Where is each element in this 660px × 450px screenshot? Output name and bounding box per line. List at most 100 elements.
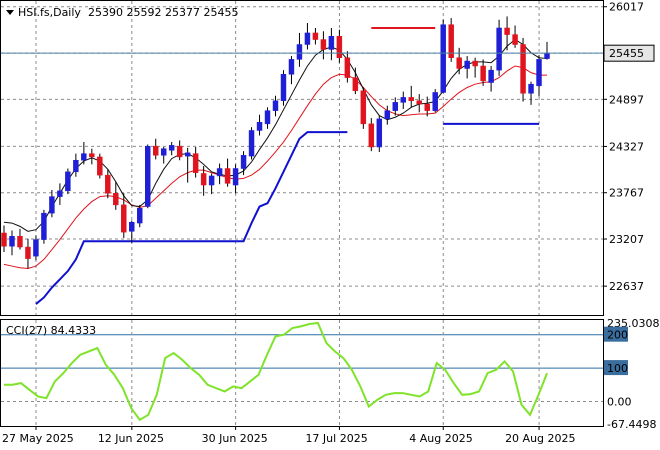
candle-body[interactable] bbox=[176, 145, 183, 158]
candle-body[interactable] bbox=[105, 174, 111, 194]
candle-body[interactable] bbox=[65, 171, 71, 192]
candle-body[interactable] bbox=[544, 52, 550, 59]
candle-body[interactable] bbox=[1, 232, 7, 247]
candle[interactable] bbox=[384, 105, 391, 125]
candle-body[interactable] bbox=[360, 90, 367, 125]
candle-body[interactable] bbox=[113, 193, 119, 206]
candle[interactable] bbox=[160, 147, 167, 164]
candle-body[interactable] bbox=[416, 100, 422, 105]
candle[interactable] bbox=[256, 114, 263, 136]
candle-body[interactable] bbox=[464, 60, 470, 69]
candle[interactable] bbox=[73, 153, 79, 177]
candle-body[interactable] bbox=[145, 145, 151, 207]
candle-body[interactable] bbox=[472, 60, 478, 67]
candle[interactable] bbox=[105, 169, 111, 199]
candle-body[interactable] bbox=[17, 236, 23, 248]
candle-body[interactable] bbox=[97, 156, 103, 176]
candle[interactable] bbox=[320, 31, 327, 60]
candle-body[interactable] bbox=[320, 39, 327, 50]
candle[interactable] bbox=[512, 25, 518, 48]
candle-body[interactable] bbox=[280, 74, 287, 101]
candle-body[interactable] bbox=[25, 246, 31, 259]
candle[interactable] bbox=[216, 163, 223, 185]
candle[interactable] bbox=[17, 228, 23, 250]
candle-body[interactable] bbox=[496, 27, 502, 71]
candle-body[interactable] bbox=[264, 110, 271, 125]
candle[interactable] bbox=[25, 238, 31, 269]
candle[interactable] bbox=[336, 29, 343, 63]
candle-body[interactable] bbox=[384, 110, 391, 120]
candle-body[interactable] bbox=[456, 57, 462, 69]
candle[interactable] bbox=[416, 94, 422, 113]
candle[interactable] bbox=[57, 183, 63, 205]
candle[interactable] bbox=[113, 181, 119, 210]
candle[interactable] bbox=[400, 91, 406, 109]
candle[interactable] bbox=[232, 164, 239, 194]
candle[interactable] bbox=[33, 235, 39, 261]
candle-body[interactable] bbox=[232, 168, 239, 186]
candle-body[interactable] bbox=[121, 204, 127, 233]
candles[interactable] bbox=[1, 16, 550, 269]
candle-body[interactable] bbox=[129, 221, 135, 232]
candle[interactable] bbox=[121, 193, 127, 238]
candle-body[interactable] bbox=[304, 32, 311, 45]
chevron-down-icon[interactable] bbox=[6, 10, 14, 15]
candle-body[interactable] bbox=[288, 59, 295, 75]
candle-body[interactable] bbox=[312, 32, 319, 40]
candle-body[interactable] bbox=[33, 239, 39, 257]
candle-body[interactable] bbox=[224, 168, 231, 184]
candle-body[interactable] bbox=[448, 24, 454, 58]
candle[interactable] bbox=[296, 32, 303, 67]
candle-body[interactable] bbox=[160, 148, 167, 156]
candle[interactable] bbox=[145, 144, 151, 209]
candle-body[interactable] bbox=[137, 207, 143, 224]
candle[interactable] bbox=[344, 51, 351, 83]
candle-body[interactable] bbox=[73, 159, 79, 173]
candle-body[interactable] bbox=[512, 34, 518, 45]
candle-body[interactable] bbox=[520, 44, 526, 94]
candle-body[interactable] bbox=[168, 145, 175, 151]
candle[interactable] bbox=[456, 47, 462, 75]
candle-body[interactable] bbox=[392, 102, 399, 111]
candle[interactable] bbox=[280, 70, 287, 106]
candle[interactable] bbox=[168, 142, 175, 156]
candle[interactable] bbox=[312, 27, 319, 45]
candle-body[interactable] bbox=[240, 155, 247, 169]
candle[interactable] bbox=[200, 166, 207, 196]
candle[interactable] bbox=[184, 147, 191, 183]
candle[interactable] bbox=[328, 27, 335, 61]
candle-body[interactable] bbox=[328, 35, 335, 50]
candle[interactable] bbox=[272, 95, 279, 117]
candle-body[interactable] bbox=[57, 190, 63, 197]
candle-body[interactable] bbox=[376, 118, 383, 148]
candle-body[interactable] bbox=[536, 59, 542, 87]
candle[interactable] bbox=[536, 55, 542, 97]
candle-body[interactable] bbox=[400, 97, 406, 103]
candle-body[interactable] bbox=[504, 27, 510, 35]
candle[interactable] bbox=[1, 225, 7, 252]
candle-body[interactable] bbox=[352, 77, 359, 92]
candle[interactable] bbox=[528, 81, 534, 105]
candle[interactable] bbox=[424, 96, 430, 117]
candle[interactable] bbox=[448, 18, 454, 62]
candle-body[interactable] bbox=[296, 44, 303, 60]
candle[interactable] bbox=[81, 142, 87, 165]
candle-body[interactable] bbox=[184, 152, 191, 157]
candle[interactable] bbox=[464, 56, 470, 79]
candle[interactable] bbox=[97, 153, 103, 179]
candle[interactable] bbox=[440, 19, 446, 94]
candle[interactable] bbox=[520, 37, 526, 102]
candle-body[interactable] bbox=[480, 65, 486, 82]
candle[interactable] bbox=[496, 19, 502, 76]
candle[interactable] bbox=[504, 16, 510, 51]
candle-body[interactable] bbox=[432, 92, 438, 111]
candle[interactable] bbox=[408, 85, 414, 108]
candle[interactable] bbox=[304, 23, 311, 50]
candle[interactable] bbox=[89, 148, 95, 165]
candle[interactable] bbox=[129, 220, 135, 243]
candle-body[interactable] bbox=[9, 236, 15, 247]
candle[interactable] bbox=[41, 209, 47, 244]
candle[interactable] bbox=[137, 204, 143, 228]
